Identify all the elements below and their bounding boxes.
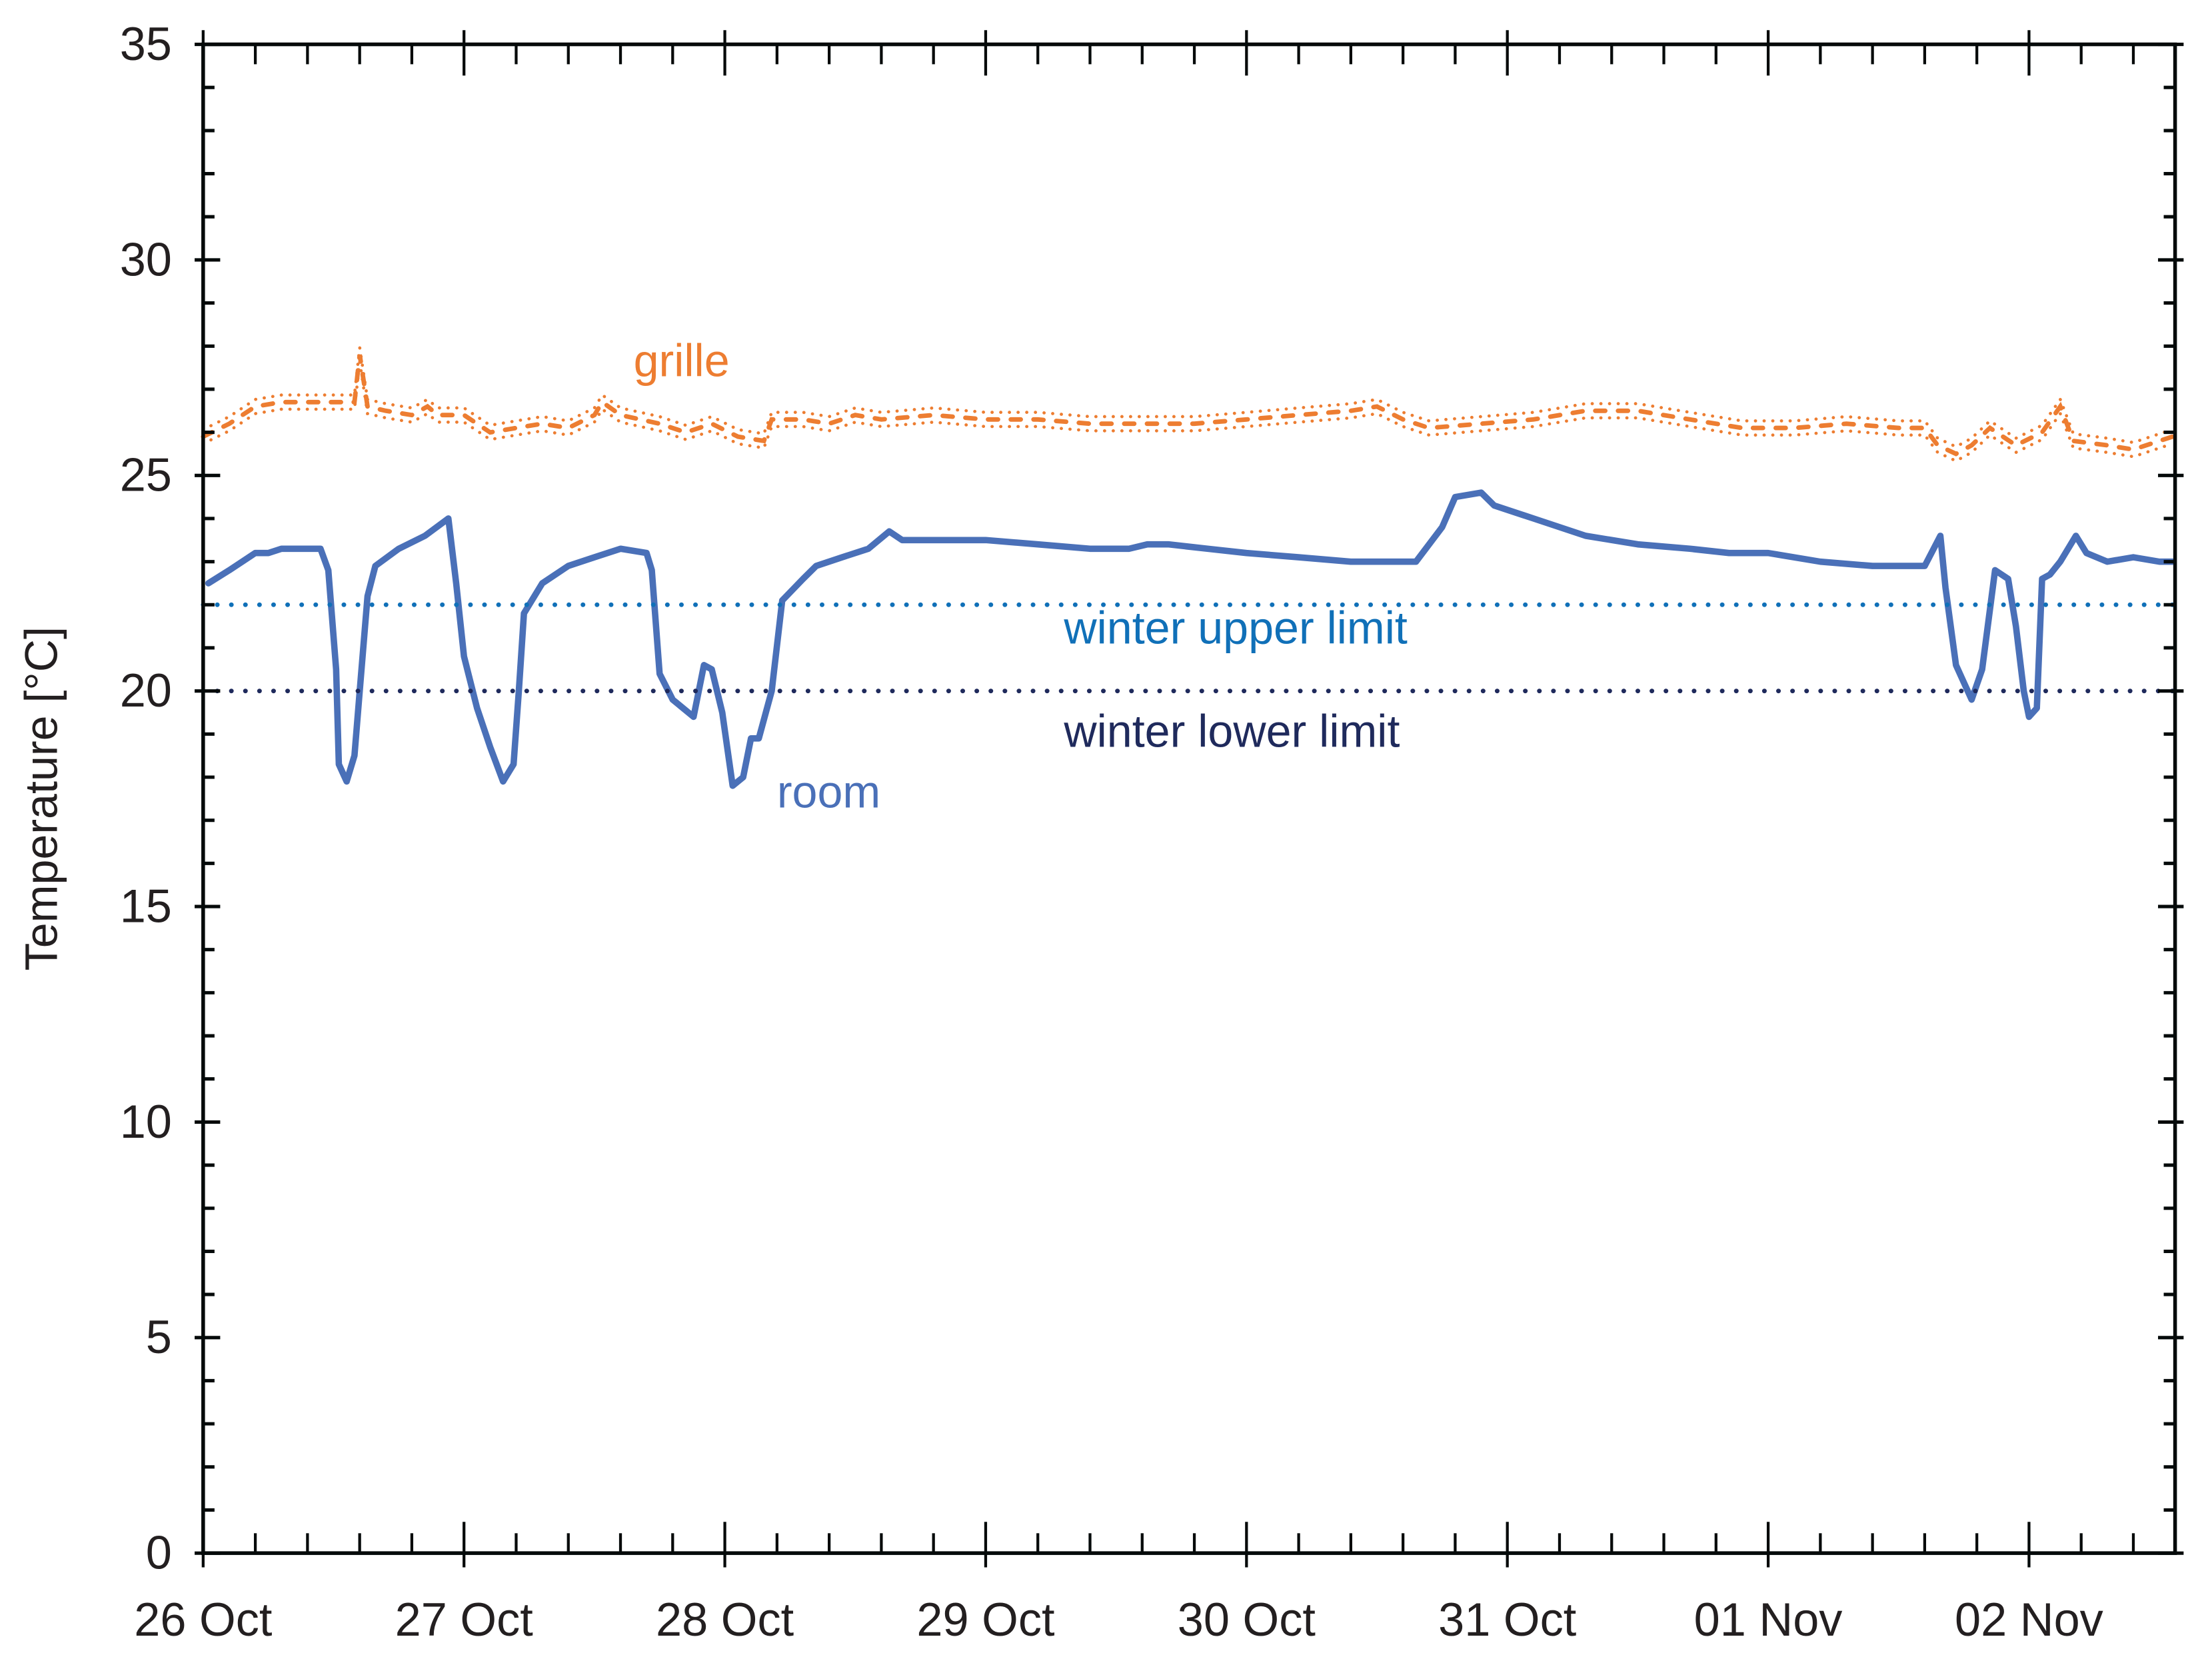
x-tick-label: 01 Nov: [1694, 1593, 1843, 1646]
series-label-winter-upper-limit: winter upper limit: [1063, 603, 1408, 654]
x-tick-label: 30 Oct: [1178, 1593, 1316, 1646]
y-axis-title: Temperature [°C]: [16, 627, 67, 970]
x-tick-label: 26 Oct: [134, 1593, 273, 1646]
y-tick-label: 20: [120, 664, 172, 717]
y-tick-label: 0: [146, 1526, 172, 1579]
y-tick-label: 35: [120, 17, 172, 70]
x-tick-label: 02 Nov: [1955, 1593, 2103, 1646]
series-label-grille: grille: [634, 336, 730, 387]
x-tick-label: 29 Oct: [916, 1593, 1055, 1646]
axes-frame: [195, 30, 2184, 1568]
y-tick-label: 25: [120, 449, 172, 501]
y-tick-label: 10: [120, 1095, 172, 1148]
series-label-room: room: [777, 767, 880, 817]
y-tick-label: 15: [120, 879, 172, 932]
grille-series-line: [201, 354, 2175, 457]
x-tick-label: 28 Oct: [656, 1593, 794, 1646]
y-tick-label: 5: [146, 1310, 172, 1363]
series-label-winter-lower-limit: winter lower limit: [1063, 707, 1400, 757]
grille-upper-dots: [201, 347, 2175, 449]
x-tick-label: 27 Oct: [395, 1593, 534, 1646]
series-layer: [201, 347, 2178, 789]
grille-lower-dots: [201, 361, 2175, 463]
x-tick-label: 31 Oct: [1438, 1593, 1577, 1646]
axis-labels: 0 5 10 15 20 25 30 35 26 Oct 27 Oct 28 Oct 29 Oct 30…: [120, 17, 2103, 1646]
y-tick-label: 30: [120, 233, 172, 285]
plot-frame: [201, 42, 2177, 1555]
room-series-line: [205, 489, 2176, 789]
